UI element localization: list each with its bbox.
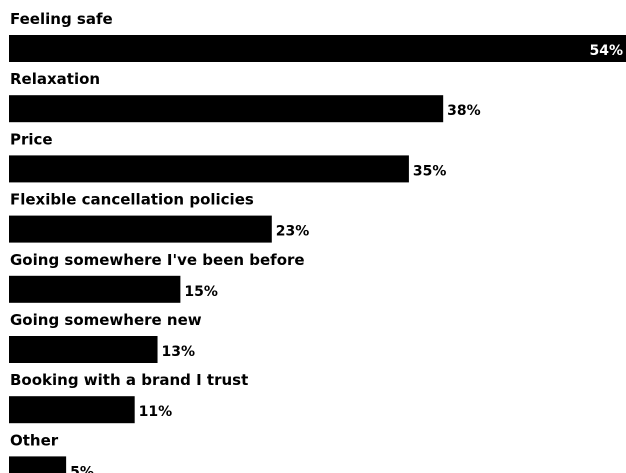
bar-relaxation — [9, 95, 444, 123]
category-label-other: Other — [10, 431, 59, 449]
category-label-feeling-safe: Feeling safe — [10, 10, 113, 28]
value-label-going-somewhere-i-ve-been-before: 15% — [184, 284, 218, 300]
bar-flexible-cancellation-policies — [9, 215, 272, 243]
category-label-going-somewhere-new: Going somewhere new — [10, 311, 202, 329]
bar-price — [9, 155, 409, 183]
value-label-price: 35% — [413, 163, 447, 179]
value-label-going-somewhere-new: 13% — [162, 344, 196, 360]
bar-going-somewhere-i-ve-been-before — [9, 275, 181, 303]
bar-going-somewhere-new — [9, 336, 158, 363]
category-label-booking-with-a-brand-i-trust: Booking with a brand I trust — [10, 371, 248, 389]
value-label-other: 5% — [70, 464, 94, 473]
value-label-feeling-safe: 54% — [589, 43, 623, 59]
category-label-going-somewhere-i-ve-been-before: Going somewhere I've been before — [10, 251, 305, 269]
value-label-flexible-cancellation-policies: 23% — [276, 224, 310, 240]
bar-feeling-safe — [9, 35, 626, 62]
category-label-flexible-cancellation-policies: Flexible cancellation policies — [10, 191, 254, 209]
category-label-price: Price — [10, 130, 53, 148]
value-label-relaxation: 38% — [447, 103, 481, 119]
value-label-booking-with-a-brand-i-trust: 11% — [139, 404, 173, 420]
bar-other — [9, 456, 67, 473]
bars-group: Feeling safe 54% Relaxation 38% Price 35% Flex… — [9, 10, 626, 473]
bar-booking-with-a-brand-i-trust — [9, 396, 135, 424]
category-label-relaxation: Relaxation — [10, 70, 100, 88]
